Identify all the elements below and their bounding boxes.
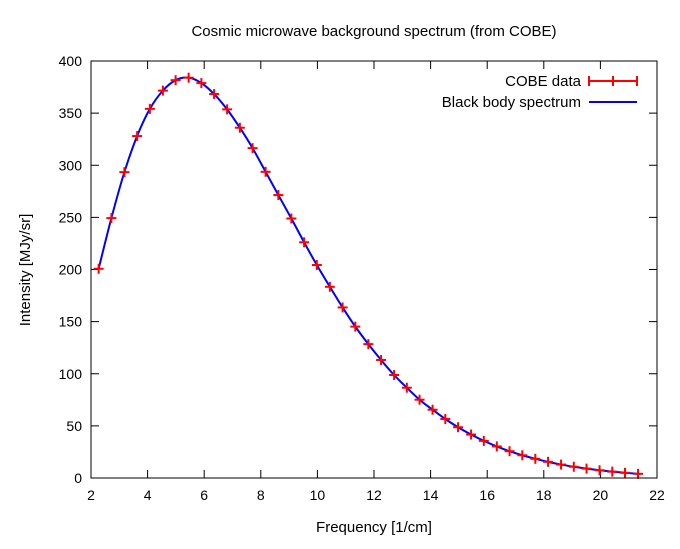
x-tick-label: 16 bbox=[479, 487, 495, 503]
legend-label-cobe-data: COBE data bbox=[505, 73, 582, 90]
chart-title: Cosmic microwave background spectrum (fr… bbox=[191, 23, 556, 40]
x-tick-label: 14 bbox=[423, 487, 439, 503]
y-axis-label: Intensity [MJy/sr] bbox=[17, 214, 34, 327]
x-tick-label: 10 bbox=[310, 487, 326, 503]
y-tick-label: 300 bbox=[59, 157, 83, 173]
plot-frame bbox=[90, 60, 658, 479]
x-tick-label: 4 bbox=[144, 487, 152, 503]
y-tick-label: 0 bbox=[74, 470, 82, 486]
x-tick-label: 22 bbox=[649, 487, 665, 503]
y-tick-label: 150 bbox=[59, 314, 83, 330]
x-axis-label: Frequency [1/cm] bbox=[316, 519, 432, 536]
series-layer bbox=[93, 72, 644, 479]
x-tick-label: 18 bbox=[536, 487, 552, 503]
y-tick-label: 50 bbox=[66, 418, 82, 434]
y-tick-label: 250 bbox=[59, 209, 83, 225]
y-tick-label: 100 bbox=[59, 366, 83, 382]
y-tick-label: 400 bbox=[59, 53, 83, 69]
series-points-cobe-data bbox=[93, 72, 644, 479]
legend-label-black-body: Black body spectrum bbox=[442, 94, 581, 111]
x-tick-label: 2 bbox=[87, 487, 95, 503]
tick-labels-group: 2 4 6 8 10 12 14 16 18 20 22 0 50 100 150 200 250 300 350 4… bbox=[59, 53, 665, 503]
x-tick-label: 6 bbox=[200, 487, 208, 503]
legend: COBE data Black body spectrum bbox=[442, 73, 638, 111]
x-tick-label: 20 bbox=[593, 487, 609, 503]
x-tick-label: 12 bbox=[366, 487, 382, 503]
x-tick-label: 8 bbox=[257, 487, 265, 503]
y-tick-label: 350 bbox=[59, 105, 83, 121]
y-tick-label: 200 bbox=[59, 262, 83, 278]
